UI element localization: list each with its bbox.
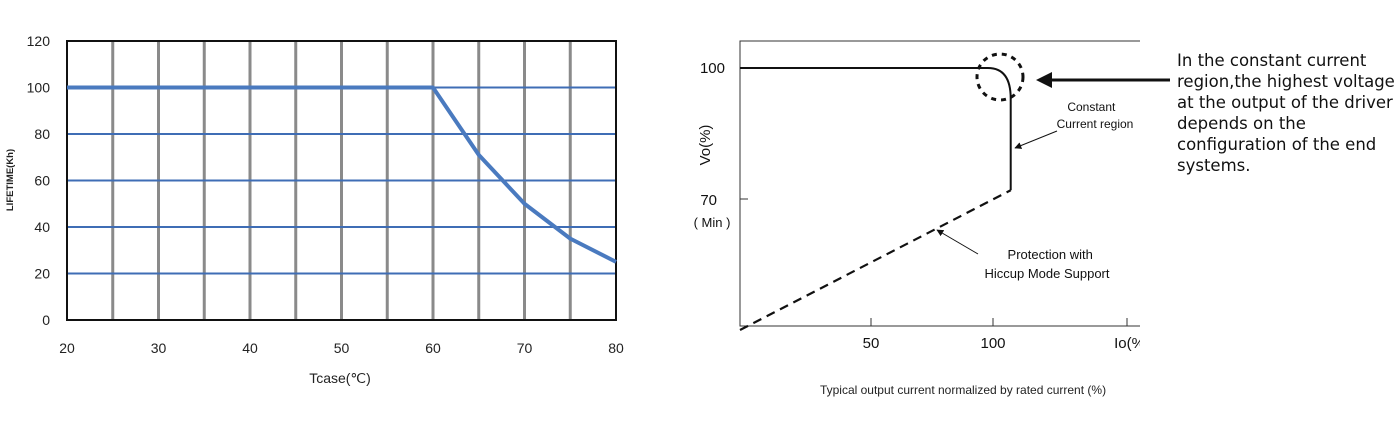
vo-x-axis-title: Typical output current normalized by rat… <box>820 383 1106 397</box>
lifetime-x-tick-label: 60 <box>425 340 441 356</box>
lifetime-x-tick-labels: 20 30 40 50 60 70 80 <box>59 340 624 356</box>
vo-constant-voltage-line <box>740 67 1012 191</box>
lifetime-y-tick-label: 80 <box>34 126 50 142</box>
lifetime-x-tick-label: 50 <box>334 340 350 356</box>
lifetime-y-tick-label: 0 <box>42 312 50 328</box>
vo-annotation-pr-line1: Protection with <box>1008 247 1093 262</box>
lifetime-y-tick-label: 40 <box>34 219 50 235</box>
lifetime-grid <box>67 41 616 320</box>
vo-protection-dashed-line <box>739 189 1012 331</box>
vo-highlight-circle <box>975 52 1025 102</box>
vo-annotation-protection: Protection with Hiccup Mode Support <box>984 247 1109 281</box>
lifetime-x-axis-label: Tcase(℃) <box>309 370 371 386</box>
vo-y-tick-min-note: ( Min ) <box>694 215 731 230</box>
lifetime-x-tick-label: 30 <box>151 340 167 356</box>
vo-annotation-pr-line2: Hiccup Mode Support <box>984 266 1109 281</box>
vo-y-tick-100: 100 <box>700 60 725 77</box>
lifetime-y-tick-label: 100 <box>27 80 51 96</box>
vo-y-tick-70: 70 <box>700 192 717 209</box>
lifetime-x-tick-label: 40 <box>242 340 258 356</box>
lifetime-x-tick-label: 80 <box>608 340 624 356</box>
vo-annotation-cc-pointer <box>1014 130 1058 149</box>
vo-y-axis-label: Vo(%) <box>697 125 714 166</box>
side-note-arrow <box>1036 72 1170 88</box>
vo-tick-marks <box>740 198 1128 326</box>
lifetime-y-tick-labels: 0 20 40 60 80 100 120 <box>27 33 51 328</box>
lifetime-y-axis-label: LIFETIME(Kh) <box>5 149 16 211</box>
lifetime-y-tick-label: 60 <box>34 173 50 189</box>
lifetime-x-tick-label: 70 <box>517 340 533 356</box>
vo-x-unit-label: Io(%) <box>1114 335 1140 352</box>
lifetime-x-tick-label: 20 <box>59 340 75 356</box>
vo-annotation-constant-current: Constant Current region <box>1057 100 1134 131</box>
lifetime-plot-frame <box>66 40 617 321</box>
vo-plot-frame <box>739 40 1140 327</box>
vo-annotation-cc-line2: Current region <box>1057 117 1134 131</box>
vo-annotation-protection-pointer <box>936 229 979 255</box>
vo-x-tick-50: 50 <box>863 335 880 352</box>
lifetime-series-line <box>67 85 617 264</box>
side-note-text: In the constant current region,the highe… <box>1177 51 1395 175</box>
lifetime-y-tick-label: 20 <box>34 266 50 282</box>
vo-annotation-cc-line1: Constant <box>1067 100 1116 114</box>
lifetime-y-tick-label: 120 <box>27 33 51 49</box>
vo-x-tick-100: 100 <box>980 335 1005 352</box>
vo-io-chart: 100 70 ( Min ) Vo(%) 50 100 Io(%) Typica… <box>694 40 1140 397</box>
